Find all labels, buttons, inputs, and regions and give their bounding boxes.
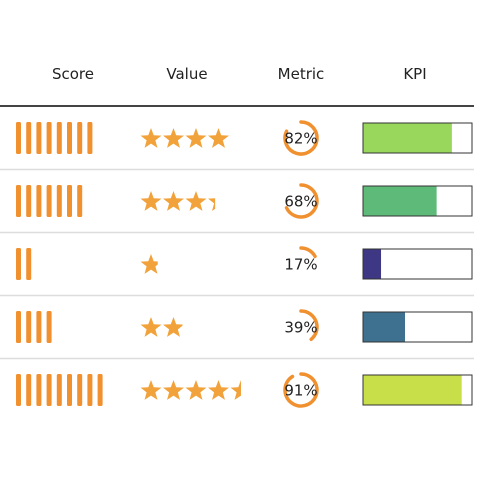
- star-icon: [140, 317, 162, 337]
- score-bar: [46, 122, 52, 154]
- score-bar: [77, 122, 83, 154]
- star-icon: [140, 380, 162, 400]
- star-icon: [208, 128, 229, 148]
- column-headers: Score Value Metric KPI: [52, 65, 427, 83]
- score-bar: [56, 185, 62, 217]
- star-icon: [185, 380, 207, 400]
- table-rows: 82% 68% 17% 39% 91%: [0, 120, 474, 408]
- metric-arc: [283, 120, 319, 156]
- score-bar: [26, 311, 32, 343]
- score-bar: [56, 374, 62, 406]
- star-icon: [163, 317, 183, 337]
- score-bar: [16, 122, 21, 154]
- star-rating: [140, 191, 216, 211]
- header-score: Score: [52, 65, 94, 83]
- score-bar: [26, 374, 32, 406]
- score-bar: [36, 374, 42, 406]
- kpi-bar-track: [362, 248, 473, 280]
- metric-label: 39%: [284, 319, 317, 337]
- kpi-bar-fill: [363, 249, 382, 279]
- score-bar: [77, 185, 83, 217]
- metric-label: 17%: [284, 256, 317, 274]
- score-bar: [87, 374, 93, 406]
- star-icon: [185, 128, 207, 148]
- metric-label: 91%: [284, 382, 317, 400]
- score-bar: [67, 185, 72, 217]
- table-row: 17%: [0, 246, 474, 297]
- score-bar: [46, 311, 52, 343]
- score-bar: [16, 248, 21, 280]
- score-bar: [67, 122, 72, 154]
- star-rating: [140, 317, 183, 337]
- table-row: 91%: [16, 372, 473, 408]
- star-icon: [208, 380, 229, 400]
- score-bar: [16, 374, 21, 406]
- score-bar: [87, 122, 93, 154]
- metric-arc: [283, 372, 319, 408]
- header-kpi: KPI: [403, 65, 426, 83]
- score-bar: [26, 185, 32, 217]
- metric-arc: [299, 246, 317, 259]
- kpi-bar-fill: [363, 312, 406, 342]
- star-rating: [140, 128, 231, 148]
- metric-arc: [299, 309, 319, 342]
- star-icon: [140, 254, 158, 274]
- kpi-bar-fill: [363, 375, 462, 405]
- table-row: 82%: [0, 120, 474, 171]
- star-icon: [163, 128, 184, 148]
- score-bar: [26, 122, 32, 154]
- star-rating: [140, 254, 158, 274]
- score-bar: [56, 122, 62, 154]
- score-bar: [16, 185, 21, 217]
- star-icon: [163, 380, 184, 400]
- score-bar: [36, 122, 42, 154]
- score-bar: [36, 185, 42, 217]
- header-value: Value: [166, 65, 207, 83]
- header-metric: Metric: [278, 65, 325, 83]
- metric-label: 68%: [284, 193, 317, 211]
- kpi-bar-fill: [363, 123, 452, 153]
- star-icon: [208, 198, 216, 211]
- score-bar: [77, 374, 83, 406]
- star-icon: [230, 135, 231, 136]
- star-icon: [163, 191, 184, 211]
- table-row: 68%: [0, 183, 474, 234]
- score-bar: [36, 311, 42, 343]
- star-icon: [185, 191, 207, 211]
- star-icon: [230, 380, 242, 400]
- star-icon: [140, 128, 162, 148]
- star-icon: [140, 191, 162, 211]
- metric-label: 82%: [284, 130, 317, 148]
- score-bar: [26, 248, 32, 280]
- score-bar: [67, 374, 72, 406]
- score-bar: [97, 374, 103, 406]
- score-bar: [16, 311, 21, 343]
- score-bar: [46, 185, 52, 217]
- metric-arc: [284, 183, 319, 219]
- table-row: 39%: [0, 309, 474, 360]
- star-rating: [140, 380, 242, 400]
- kpi-bar-fill: [363, 186, 437, 216]
- score-bar: [46, 374, 52, 406]
